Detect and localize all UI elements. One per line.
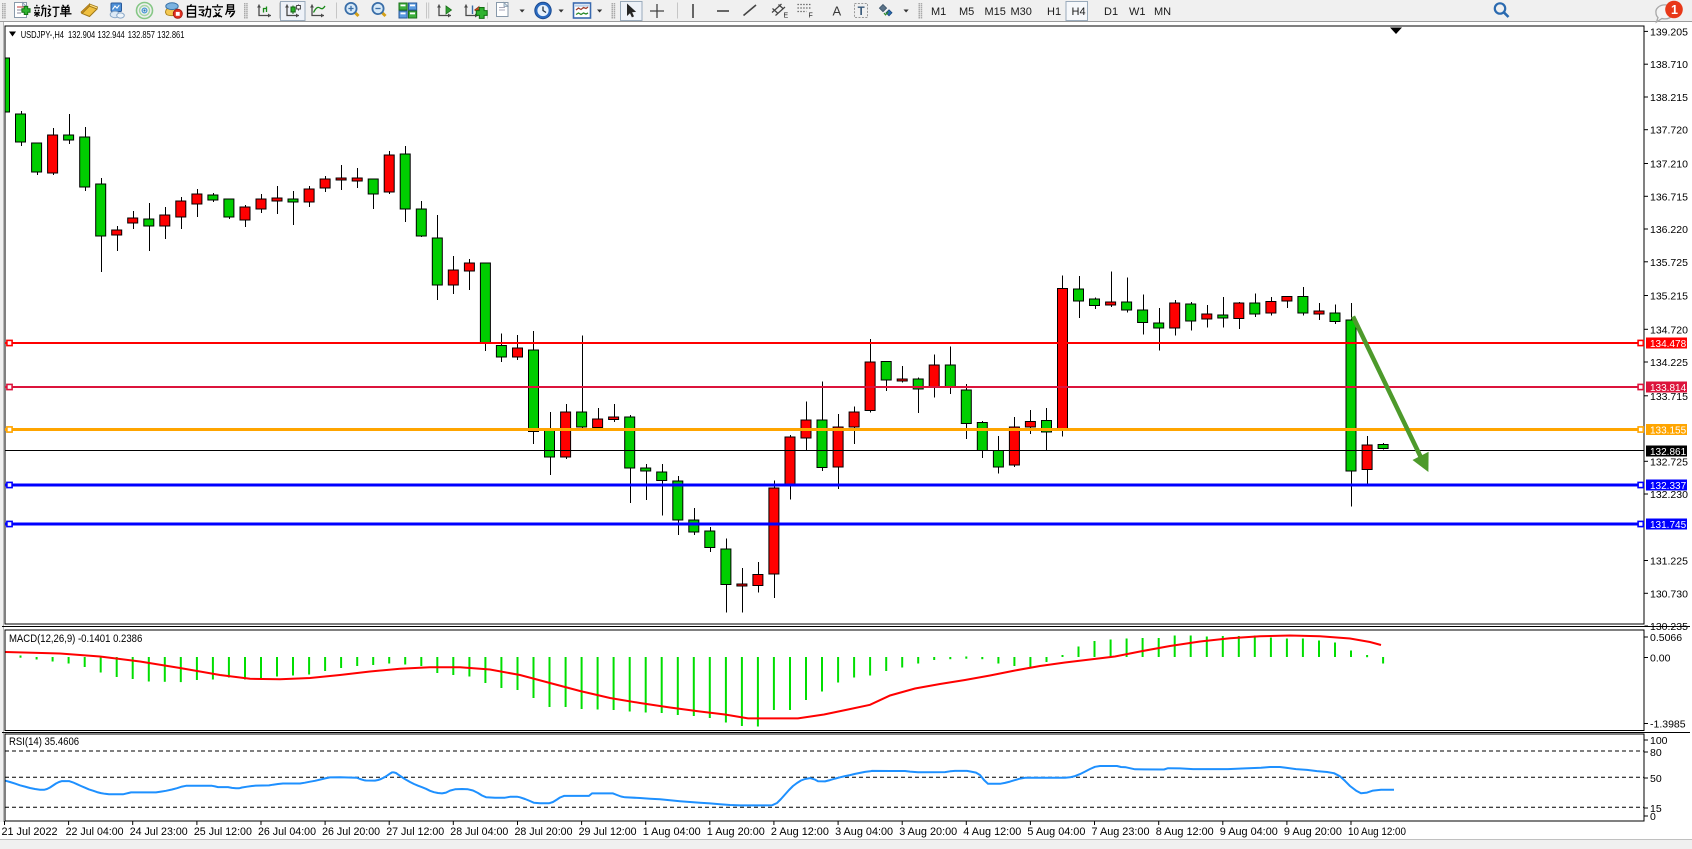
svg-text:H1: H1	[1047, 6, 1061, 18]
svg-text:130.235: 130.235	[1650, 621, 1688, 633]
svg-text:132.337: 132.337	[1650, 481, 1687, 492]
svg-text:4 Aug 12:00: 4 Aug 12:00	[963, 826, 1021, 838]
svg-text:133.155: 133.155	[1650, 426, 1687, 437]
svg-text:USDJPY-,H4: USDJPY-,H4	[21, 29, 64, 40]
svg-text:T: T	[858, 6, 865, 18]
svg-text:3 Aug 20:00: 3 Aug 20:00	[899, 826, 957, 838]
svg-text:24 Jul 23:00: 24 Jul 23:00	[130, 826, 188, 838]
svg-text:134.225: 134.225	[1650, 357, 1688, 369]
svg-text:133.814: 133.814	[1650, 383, 1687, 394]
svg-text:132.861: 132.861	[157, 29, 184, 40]
svg-text:7 Aug 23:00: 7 Aug 23:00	[1092, 826, 1150, 838]
svg-text:133.715: 133.715	[1650, 391, 1688, 403]
svg-text:M30: M30	[1011, 6, 1032, 18]
svg-text:134.478: 134.478	[1650, 339, 1687, 350]
svg-text:100: 100	[1650, 735, 1668, 747]
svg-text:1: 1	[1671, 3, 1678, 17]
svg-text:-1.3985: -1.3985	[1650, 719, 1686, 731]
svg-text:137.720: 137.720	[1650, 125, 1688, 137]
svg-text:132.857: 132.857	[128, 29, 155, 40]
svg-text:W1: W1	[1129, 6, 1146, 18]
svg-text:D1: D1	[1104, 6, 1118, 18]
svg-text:1 Aug 20:00: 1 Aug 20:00	[707, 826, 765, 838]
svg-text:15: 15	[1650, 803, 1662, 815]
svg-text:MACD(12,26,9) -0.1401 0.2386: MACD(12,26,9) -0.1401 0.2386	[9, 633, 143, 645]
svg-text:3 Aug 04:00: 3 Aug 04:00	[835, 826, 893, 838]
svg-text:29 Jul 12:00: 29 Jul 12:00	[579, 826, 637, 838]
svg-text:0.5066: 0.5066	[1650, 632, 1682, 644]
svg-text:50: 50	[1650, 773, 1662, 785]
svg-text:H4: H4	[1072, 6, 1086, 18]
svg-text:27 Jul 12:00: 27 Jul 12:00	[386, 826, 444, 838]
svg-text:M15: M15	[985, 6, 1006, 18]
svg-text:26 Jul 20:00: 26 Jul 20:00	[322, 826, 380, 838]
svg-text:135.215: 135.215	[1650, 291, 1688, 303]
svg-text:28 Jul 20:00: 28 Jul 20:00	[515, 826, 573, 838]
svg-text:8 Aug 12:00: 8 Aug 12:00	[1156, 826, 1214, 838]
svg-text:132.944: 132.944	[97, 29, 124, 40]
svg-text:22 Jul 04:00: 22 Jul 04:00	[66, 826, 124, 838]
svg-text:132.904: 132.904	[68, 29, 95, 40]
svg-text:M5: M5	[959, 6, 974, 18]
svg-text:131.225: 131.225	[1650, 556, 1688, 568]
svg-text:1 Aug 04:00: 1 Aug 04:00	[643, 826, 701, 838]
svg-text:132.230: 132.230	[1650, 489, 1688, 501]
svg-text:130.730: 130.730	[1650, 588, 1688, 600]
svg-text:135.725: 135.725	[1650, 257, 1688, 269]
svg-text:5 Aug 04:00: 5 Aug 04:00	[1027, 826, 1085, 838]
svg-text:F: F	[809, 13, 813, 20]
svg-text:138.215: 138.215	[1650, 92, 1688, 104]
svg-text:9 Aug 04:00: 9 Aug 04:00	[1220, 826, 1278, 838]
svg-text:25 Jul 12:00: 25 Jul 12:00	[194, 826, 252, 838]
svg-text:10 Aug 12:00: 10 Aug 12:00	[1348, 826, 1406, 838]
svg-text:136.715: 136.715	[1650, 191, 1688, 203]
svg-text:0: 0	[1650, 811, 1656, 823]
svg-text:134.720: 134.720	[1650, 324, 1688, 336]
svg-text:21 Jul 2022: 21 Jul 2022	[2, 826, 58, 838]
svg-text:139.205: 139.205	[1650, 26, 1688, 38]
svg-text:131.745: 131.745	[1650, 520, 1687, 531]
svg-text:28 Jul 04:00: 28 Jul 04:00	[450, 826, 508, 838]
svg-text:0.00: 0.00	[1650, 653, 1671, 665]
svg-text:132.725: 132.725	[1650, 456, 1688, 468]
svg-text:A: A	[833, 4, 842, 19]
svg-text:26 Jul 04:00: 26 Jul 04:00	[258, 826, 316, 838]
svg-text:80: 80	[1650, 747, 1662, 759]
svg-text:137.210: 137.210	[1650, 159, 1688, 171]
svg-text:132.861: 132.861	[1650, 447, 1687, 458]
svg-text:MN: MN	[1154, 6, 1171, 18]
svg-text:2 Aug 12:00: 2 Aug 12:00	[771, 826, 829, 838]
svg-text:M1: M1	[931, 6, 946, 18]
svg-text:136.220: 136.220	[1650, 224, 1688, 236]
svg-text:RSI(14) 35.4606: RSI(14) 35.4606	[9, 736, 79, 748]
svg-text:9 Aug 20:00: 9 Aug 20:00	[1284, 826, 1342, 838]
svg-text:E: E	[784, 13, 789, 20]
svg-text:138.710: 138.710	[1650, 59, 1688, 71]
